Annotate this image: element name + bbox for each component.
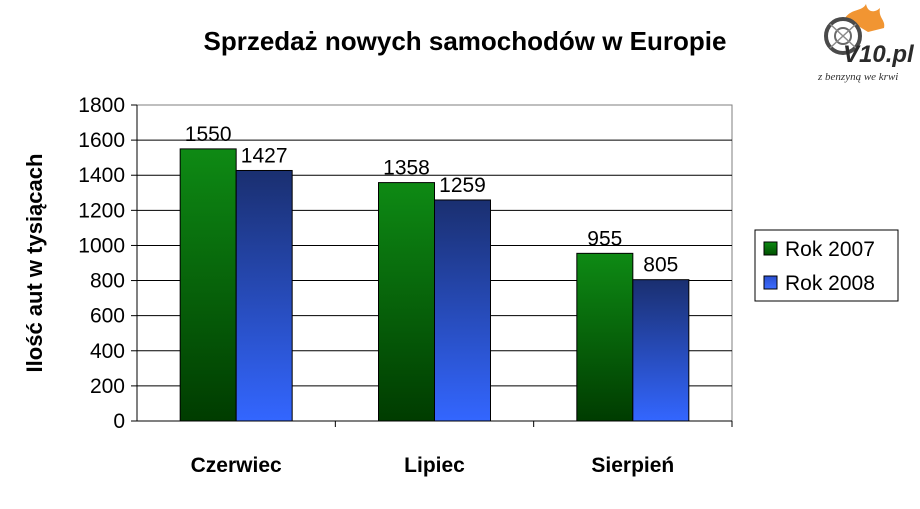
bar-rok-2008-czerwiec xyxy=(235,169,293,422)
legend-swatch-rok-2007 xyxy=(763,241,778,256)
y-tick-label: 1000 xyxy=(78,234,125,257)
bar-rok-2007-sierpien xyxy=(576,252,634,422)
bar-rok-2008-sierpien xyxy=(632,279,690,422)
data-label-rok-2007-lipiec: 1358 xyxy=(383,157,430,180)
legend-label-rok-2007: Rok 2007 xyxy=(785,238,875,261)
bar-rok-2008-lipiec xyxy=(434,199,491,422)
y-tick-label: 200 xyxy=(90,375,125,398)
v10-logo: V10.pl z benzyną we krwi xyxy=(817,4,915,83)
y-tick-label: 1400 xyxy=(78,164,125,187)
tire-icon xyxy=(824,4,885,55)
data-label-rok-2007-czerwiec: 1550 xyxy=(185,123,232,146)
legend-label-rok-2008: Rok 2008 xyxy=(785,272,875,295)
y-axis-label: Ilość aut w tysiącach xyxy=(22,154,47,373)
data-label-rok-2007-sierpien: 955 xyxy=(587,227,622,250)
data-label-rok-2008-sierpien: 805 xyxy=(643,254,678,277)
x-category-label-czerwiec: Czerwiec xyxy=(191,454,282,477)
y-tick-label: 0 xyxy=(113,410,125,433)
x-category-label-lipiec: Lipiec xyxy=(404,454,465,477)
x-axis-categories: Czerwiec Lipiec Sierpień xyxy=(191,421,733,477)
y-tick-label: 600 xyxy=(90,305,125,328)
x-category-label-sierpien: Sierpień xyxy=(591,454,674,477)
y-axis-ticks: 0 200 400 600 800 1000 1200 1400 1600 1800 xyxy=(78,94,732,433)
data-labels: 1550 1427 1358 1259 955 805 xyxy=(185,123,679,277)
y-tick-label: 1800 xyxy=(78,94,125,117)
y-tick-label: 800 xyxy=(90,270,125,293)
bar-rok-2007-lipiec xyxy=(378,182,435,422)
data-label-rok-2008-czerwiec: 1427 xyxy=(241,144,288,167)
y-tick-label: 400 xyxy=(90,340,125,363)
chart-title: Sprzedaż nowych samochodów w Europie xyxy=(204,26,727,56)
data-label-rok-2008-lipiec: 1259 xyxy=(439,174,486,197)
legend-swatch-rok-2008 xyxy=(763,275,778,290)
logo-tagline: z benzyną we krwi xyxy=(817,71,898,83)
bars xyxy=(179,148,690,422)
logo-text: V10.pl xyxy=(843,41,915,68)
bar-rok-2007-czerwiec xyxy=(179,148,237,422)
legend: Rok 2007 Rok 2008 xyxy=(754,229,899,302)
y-tick-label: 1600 xyxy=(78,129,125,152)
y-tick-label: 1200 xyxy=(78,199,125,222)
legend-box xyxy=(754,229,899,302)
